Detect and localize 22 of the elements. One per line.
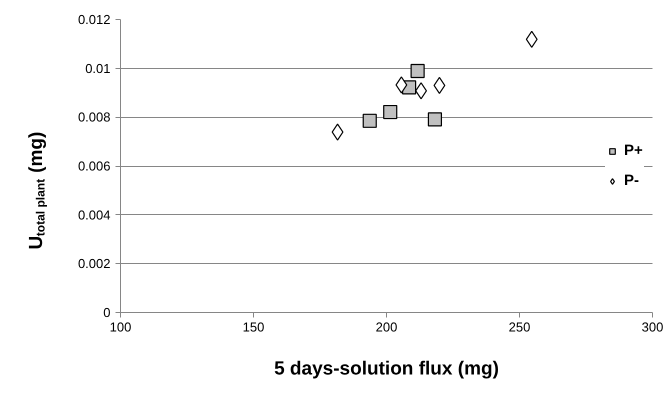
y-tick-label: 0.006 — [78, 158, 111, 174]
x-tick-label: 300 — [642, 320, 664, 334]
point — [428, 112, 442, 126]
y-tick-label: 0.008 — [78, 110, 111, 125]
point — [362, 114, 377, 128]
y-axis-title: Utotal plant (mg) — [26, 132, 48, 250]
legend-label: P+ — [624, 142, 644, 159]
x-tick-label: 100 — [110, 320, 132, 334]
y-tick-label: 0 — [103, 305, 111, 320]
x-axis-title: 5 days-solution flux (mg) — [274, 358, 499, 380]
x-tick-label: 150 — [242, 320, 264, 334]
y-tick-label: 0.01 — [85, 60, 111, 76]
point — [383, 104, 398, 120]
x-tick-label: 250 — [508, 320, 530, 334]
x-tick-label: 200 — [376, 320, 398, 334]
legend-label: P- — [624, 172, 640, 189]
point — [415, 82, 428, 100]
point — [410, 64, 425, 78]
y-tick-label: 0.002 — [78, 256, 111, 272]
point — [526, 30, 538, 48]
y-tick-label: 0.004 — [78, 207, 111, 222]
y-tick-label: 0.012 — [78, 12, 111, 27]
